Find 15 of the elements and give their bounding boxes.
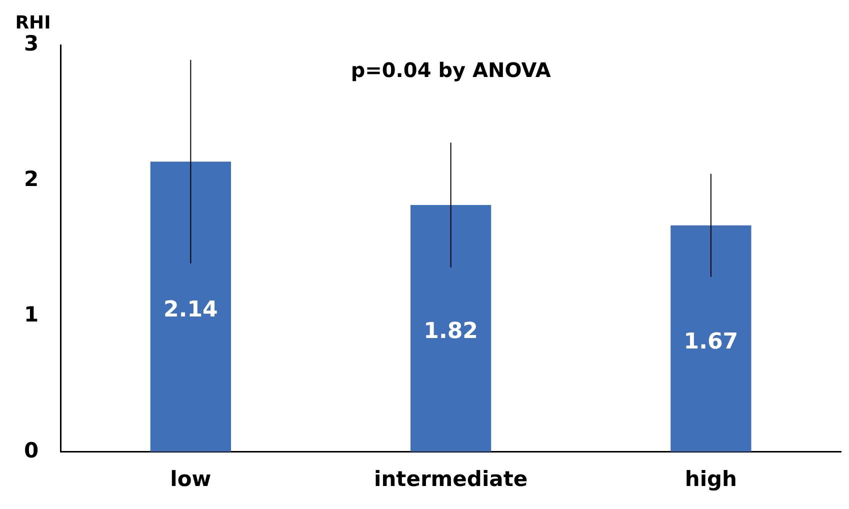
- data-label: 1.67: [684, 329, 738, 354]
- y-tick-label: 3: [24, 31, 39, 56]
- bar: [410, 205, 492, 452]
- y-tick-label: 2: [24, 167, 39, 192]
- annotation: p=0.04 by ANOVA: [350, 58, 552, 82]
- x-tick-label: high: [684, 466, 738, 491]
- x-tick-label: low: [170, 466, 212, 491]
- y-tick-label: 0: [24, 438, 39, 462]
- bar: [670, 225, 752, 452]
- y-axis-title: RHI: [15, 12, 51, 34]
- data-label: 1.82: [424, 319, 478, 344]
- y-tick-label: 1: [24, 302, 39, 327]
- bar: [150, 162, 231, 452]
- data-label: 2.14: [164, 297, 218, 322]
- x-tick-label: intermediate: [374, 466, 528, 491]
